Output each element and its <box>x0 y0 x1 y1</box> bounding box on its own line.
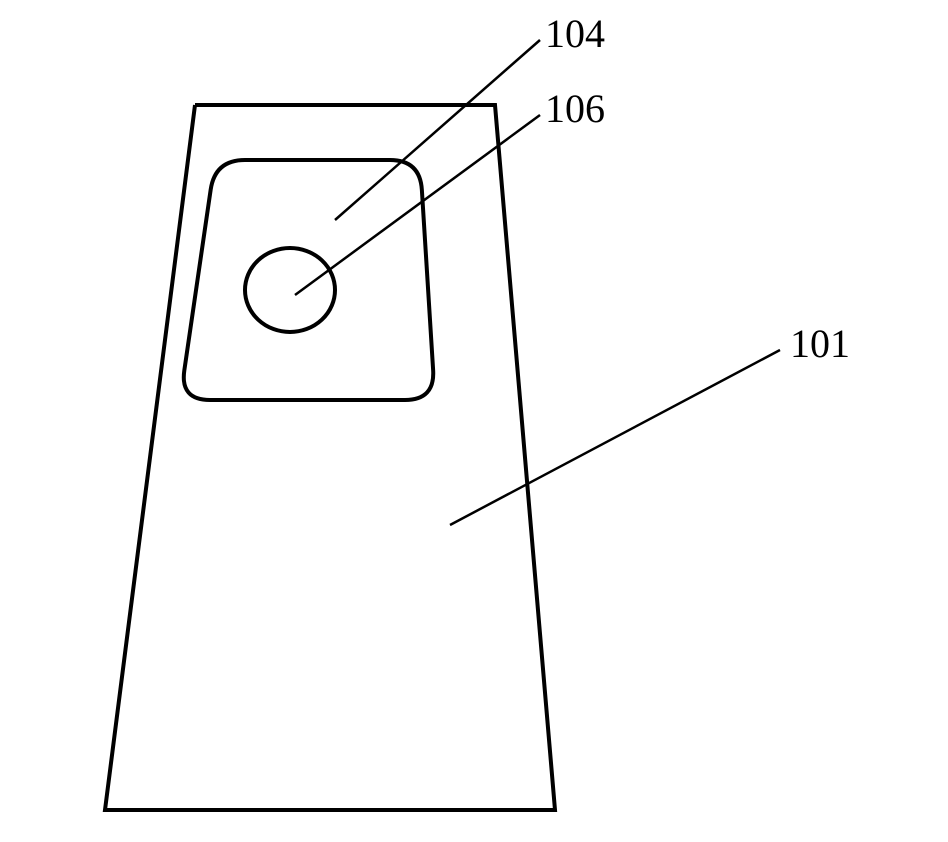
label-104: 104 <box>545 10 605 57</box>
label-101: 101 <box>790 320 850 367</box>
technical-diagram <box>0 0 948 842</box>
inner-rounded-rectangle <box>184 160 433 400</box>
center-circle <box>245 248 335 332</box>
leader-104 <box>335 40 540 220</box>
outer-rectangle <box>105 105 555 810</box>
label-106: 106 <box>545 85 605 132</box>
leader-101 <box>450 350 780 525</box>
